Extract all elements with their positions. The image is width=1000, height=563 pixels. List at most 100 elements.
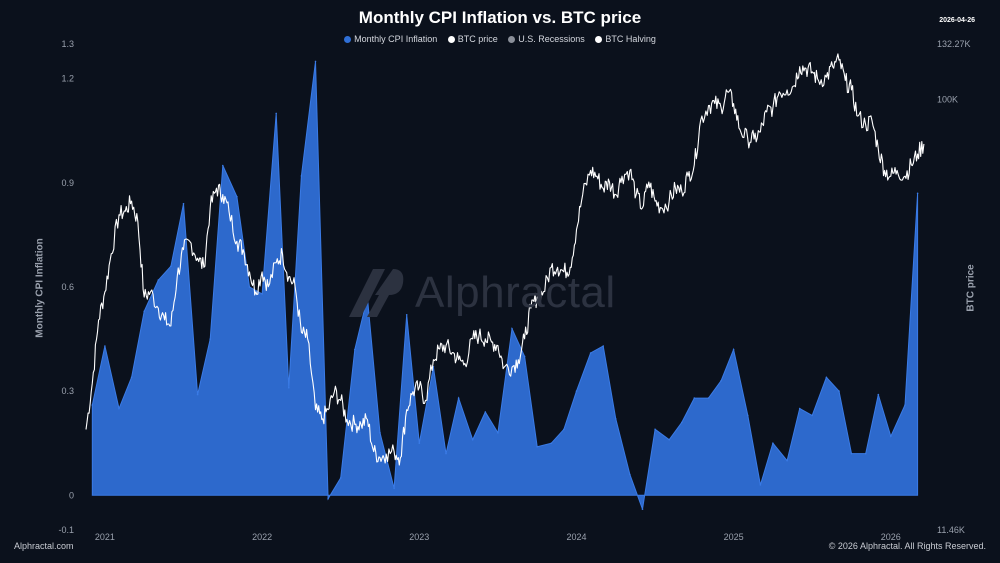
cpi-point	[354, 348, 356, 351]
y-tick-label: 0.3	[61, 386, 74, 396]
x-tick-label: 2022	[252, 532, 272, 542]
cpi-point	[654, 428, 656, 431]
alphractal-logo-icon	[349, 269, 404, 317]
x-tick-label: 2023	[409, 532, 429, 542]
cpi-point	[457, 397, 460, 399]
cpi-point	[182, 202, 185, 205]
btc-line-layer	[85, 53, 925, 466]
cpi-point	[288, 386, 290, 389]
cpi-point	[314, 60, 317, 63]
cpi-point	[707, 397, 710, 399]
cpi-area-layer	[91, 60, 919, 511]
cpi-point	[732, 348, 735, 351]
cpi-point	[693, 397, 696, 399]
y2-tick-label: 100K	[937, 95, 958, 105]
cpi-point	[563, 428, 565, 431]
cpi-point	[772, 442, 774, 445]
cpi-point	[641, 508, 644, 511]
cpi-point	[877, 393, 880, 396]
legend-swatch-btc-price	[447, 36, 455, 43]
cpi-point	[838, 390, 840, 392]
btc-price-line	[85, 53, 925, 466]
cpi-point	[798, 407, 801, 410]
y-tick-label: 0.9	[61, 178, 74, 188]
legend-item-btc-halving[interactable]: BTC Halving	[595, 34, 656, 44]
axis-layer: 1.3 1.2 0.9 0.6 0.3 0 -0.1 132.27K 100K 11.46K 202…	[58, 39, 970, 542]
cpi-point	[589, 352, 592, 354]
legend-swatch-recessions	[508, 36, 516, 43]
cpi-point	[339, 477, 342, 479]
cpi-point	[720, 379, 722, 382]
y2-tick-label: 11.46K	[937, 525, 965, 535]
cpi-point	[143, 310, 145, 313]
cpi-point	[157, 279, 160, 281]
y-tick-label: 0.6	[61, 282, 74, 292]
y-axis-label-left: Monthly CPI Inflation	[34, 238, 46, 338]
cpi-point	[91, 404, 94, 406]
cpi-point	[523, 355, 526, 358]
cpi-point	[825, 376, 828, 379]
cpi-point	[511, 327, 513, 330]
cpi-point	[629, 473, 631, 476]
chart-date: 2026-04-26	[939, 17, 975, 24]
cpi-point	[864, 452, 867, 455]
legend-label-btc-halving: BTC Halving	[605, 34, 656, 44]
cpi-point	[418, 442, 421, 445]
cpi-point	[445, 452, 447, 455]
cpi-point	[222, 164, 224, 167]
legend-item-recessions[interactable]: U.S. Recessions	[508, 34, 587, 44]
x-tick-label: 2025	[724, 532, 744, 542]
cpi-point	[916, 192, 919, 195]
cpi-point	[904, 404, 906, 406]
cpi-point	[130, 376, 133, 379]
cpi-point	[747, 414, 749, 417]
cpi-point	[327, 498, 329, 500]
legend-label-recessions: U.S. Recessions	[518, 34, 585, 44]
y-tick-label: 1.3	[61, 39, 74, 49]
cpi-point	[393, 487, 395, 490]
cpi-point	[759, 484, 762, 486]
x-tick-label: 2024	[566, 532, 586, 542]
cpi-point	[196, 393, 199, 396]
cpi-point	[668, 438, 670, 441]
legend-label-cpi: Monthly CPI Inflation	[354, 34, 438, 44]
cpi-point	[536, 445, 538, 448]
footer-site: Alphractal.com	[14, 541, 74, 551]
cpi-point	[484, 411, 487, 413]
x-tick-label: 2021	[95, 532, 115, 542]
y-tick-label: -0.1	[58, 525, 74, 535]
cpi-point	[786, 459, 788, 462]
legend-swatch-btc-halving	[595, 36, 603, 43]
y-tick-label: 0	[69, 490, 74, 500]
y2-tick-label: 132.27K	[937, 39, 971, 49]
cpi-point	[300, 175, 303, 177]
cpi-point	[575, 390, 578, 392]
legend: Monthly CPI Inflation BTC price U.S. Rec…	[0, 34, 1000, 44]
cpi-point	[248, 286, 251, 288]
watermark-text: Alphractal	[415, 268, 616, 317]
cpi-point	[261, 293, 263, 295]
legend-item-btc-price[interactable]: BTC price	[447, 34, 501, 44]
cpi-point	[379, 432, 381, 434]
cpi-point	[550, 442, 553, 445]
cpi-point	[497, 432, 499, 434]
cpi-point	[602, 345, 604, 347]
legend-swatch-cpi	[344, 36, 352, 43]
cpi-point	[104, 345, 106, 347]
legend-label-btc-price: BTC price	[457, 34, 498, 44]
cpi-point	[118, 407, 120, 410]
cpi-point	[209, 338, 211, 340]
cpi-point	[615, 418, 617, 420]
cpi-point	[890, 435, 892, 438]
y-axis-label-right: BTC price	[965, 264, 977, 312]
cpi-point	[170, 265, 172, 268]
x-tick-label: 2026	[881, 532, 901, 542]
cpi-point	[850, 452, 853, 455]
legend-item-cpi[interactable]: Monthly CPI Inflation	[344, 34, 440, 44]
watermark: Alphractal	[345, 265, 616, 321]
y-tick-label: 1.2	[61, 74, 74, 84]
footer-copyright: © 2026 Alphractal. All Rights Reserved.	[828, 541, 986, 551]
cpi-point	[811, 414, 813, 417]
cpi-point	[405, 314, 408, 316]
